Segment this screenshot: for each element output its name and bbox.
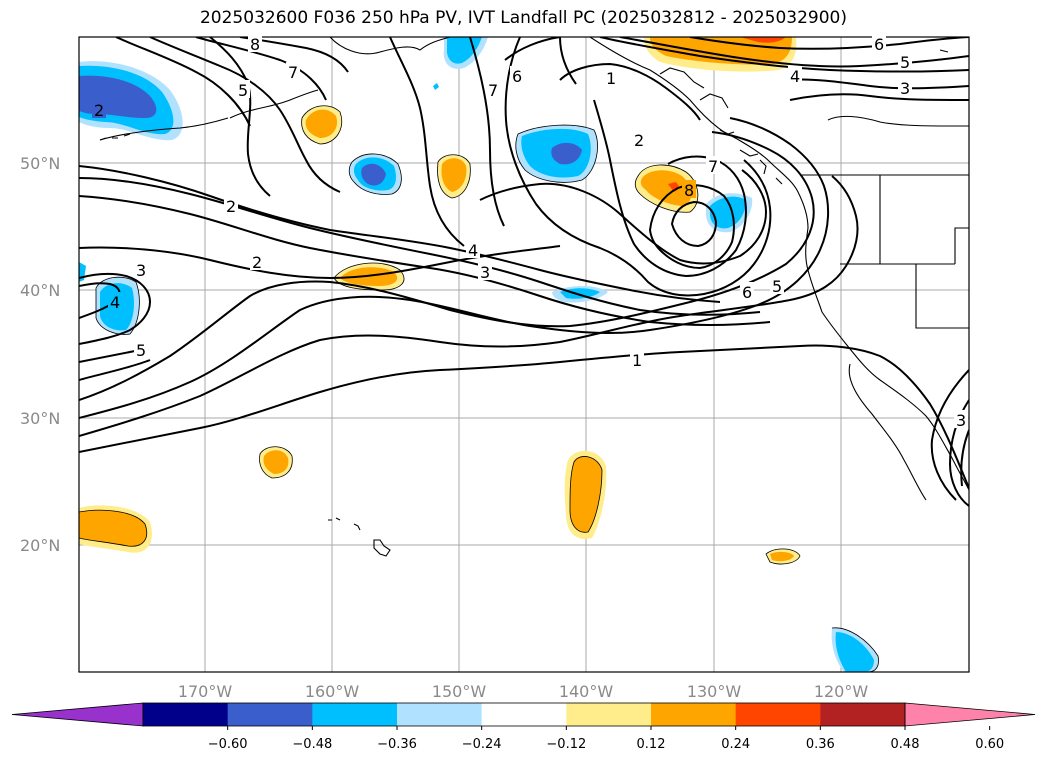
coastlines: [99, 37, 969, 557]
contour-label: 6: [742, 283, 752, 302]
contour-label: 2: [94, 101, 104, 120]
lat-tick-label: 30°N: [20, 409, 60, 428]
contour-label: 5: [136, 341, 146, 360]
contour-label: 3: [136, 261, 146, 280]
colorbar-segment: [227, 703, 313, 726]
contour-labels: 8 7 5 2 2 2 3 4 5 4 3 7 6 1 2 7 6 5 1: [92, 34, 968, 430]
contour-label: 7: [488, 81, 498, 100]
colorbar-segment: [481, 703, 567, 726]
colorbar-tick-label: 0.48: [891, 737, 920, 752]
colorbar-tick-label: −0.24: [462, 737, 502, 752]
colorbar-tick-label: 0.12: [637, 737, 666, 752]
contour-label: 5: [238, 81, 248, 100]
contour-label: 4: [110, 293, 120, 312]
colorbar-tick-label: 0.36: [806, 737, 835, 752]
colorbar-segment: [397, 703, 483, 726]
contour-label: 4: [468, 241, 478, 260]
contour-label: 1: [606, 69, 616, 88]
lon-tick-label: 150°W: [432, 682, 487, 701]
colorbar-segment: [820, 703, 906, 726]
colorbar-tick-label: −0.60: [208, 737, 248, 752]
longitude-axis: 170°W 160°W 150°W 140°W 130°W 120°W: [178, 682, 869, 701]
colorbar-segment: [312, 703, 398, 726]
colorbar-tick-label: 0.24: [721, 737, 750, 752]
colorbar-frame: [142, 702, 906, 727]
contour-label: 2: [252, 253, 262, 272]
latitude-axis: 50°N 40°N 30°N 20°N: [20, 154, 60, 555]
anomaly-outlines: [79, 105, 879, 672]
contour-label: 8: [250, 35, 260, 54]
map-title: 2025032600 F036 250 hPa PV, IVT Landfall…: [199, 8, 847, 28]
colorbar-segment: [735, 703, 821, 726]
lat-tick-label: 40°N: [20, 281, 60, 300]
colorbar-extend-max: [904, 702, 1036, 727]
map-frame: [78, 36, 970, 673]
contour-label: 1: [632, 351, 642, 370]
colorbar-tick-label: −0.48: [292, 737, 332, 752]
contour-label: 7: [708, 157, 718, 176]
contour-label: 2: [634, 131, 644, 150]
colorbar-extend-min: [11, 702, 144, 727]
lon-tick-label: 130°W: [687, 682, 742, 701]
contour-label: 3: [956, 411, 966, 430]
contour-label: 6: [874, 35, 884, 54]
contour-label: 5: [772, 277, 782, 296]
contour-label: 5: [900, 53, 910, 72]
colorbar-segment: [143, 703, 229, 726]
lat-tick-label: 20°N: [20, 536, 60, 555]
lon-tick-label: 160°W: [305, 682, 360, 701]
colorbar: −0.60 −0.48 −0.36 −0.24 −0.12 0.12 0.24 0.36 0.4…: [11, 702, 1036, 752]
colorbar-segment: [566, 703, 652, 726]
lon-tick-label: 120°W: [814, 682, 869, 701]
lon-tick-label: 140°W: [559, 682, 614, 701]
contour-label: 7: [288, 63, 298, 82]
contour-label: 2: [226, 197, 236, 216]
colorbar-tick-label: −0.12: [546, 737, 586, 752]
lat-tick-label: 50°N: [20, 154, 60, 173]
colorbar-tick-label: 0.60: [975, 737, 1004, 752]
colorbar-segment: [651, 703, 737, 726]
lon-tick-label: 170°W: [178, 682, 233, 701]
colorbar-tick-label: −0.36: [377, 737, 417, 752]
contour-label: 8: [684, 181, 694, 200]
pv-contours: [79, 37, 969, 507]
contour-label: 3: [480, 263, 490, 282]
contour-label: 3: [900, 79, 910, 98]
contour-label: 6: [512, 67, 522, 86]
contour-label: 4: [790, 67, 800, 86]
